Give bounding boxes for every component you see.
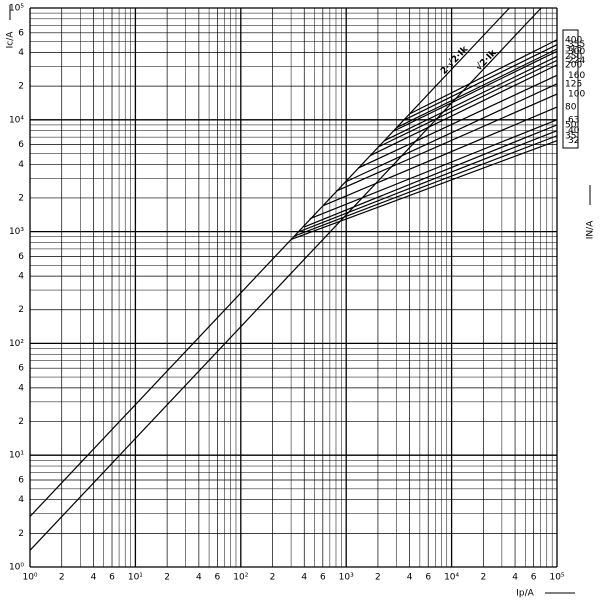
fuse-curve [396,48,558,129]
legend-label: 315 [565,44,582,54]
y-tick-label: 10⁰ [9,563,24,573]
fuse-curve [304,124,558,228]
y-tick-label: 4 [18,495,24,505]
legend-label: 125 [565,79,582,89]
y-tick-label: 2 [18,305,24,315]
x-tick-label: 6 [109,573,115,583]
legend-label: 80 [565,103,577,113]
legend-label: 50 [565,120,577,130]
y-tick-label: 6 [18,252,24,262]
fuse-curve [345,83,558,183]
legend-label: 300 [568,47,585,57]
y-tick-label: 10³ [9,227,24,237]
y-tick-label: 4 [18,160,24,170]
fuse-curve [297,130,558,233]
diagonal-label: 2·√2·Ik [439,43,472,77]
legend-label: 32 [568,136,579,146]
y-tick-label: 6 [18,140,24,150]
legend-box [562,29,579,149]
y-tick-label: 6 [18,364,24,374]
fuse-curve [403,44,558,121]
fuse-curve [393,50,558,132]
x-tick-label: 6 [215,573,221,583]
diagonal-line [29,7,542,551]
y-tick-label: 2 [18,193,24,203]
x-tick-label: 2 [270,573,276,583]
x-axis-label: Ip/A [516,589,534,599]
y-tick-label: 10⁴ [9,115,24,125]
fuse-curve [290,140,558,241]
x-tick-label: 2 [164,573,170,583]
legend-label: 35 [565,131,576,141]
x-tick-label: 10⁵ [549,573,564,583]
x-tick-label: 6 [531,573,537,583]
y-tick-label: 4 [18,383,24,393]
y-tick-label: 6 [18,476,24,486]
diagonal-line [29,7,510,517]
y-tick-label: 2 [18,417,24,427]
y-axis-label: Ic/A [6,31,16,49]
y-tick-label: 4 [18,48,24,58]
legend-label: 250 [565,52,582,62]
y-tick-label: 10¹ [9,451,24,461]
y-tick-label: 10² [9,339,24,349]
legend-label: 400 [565,35,582,45]
y2-axis-label: IN/A [586,220,596,239]
legend-label: 224 [568,56,585,66]
x-tick-label: 4 [407,573,413,583]
x-tick-label: 6 [320,573,326,583]
x-tick-label: 2 [59,573,65,583]
legend-label: 63 [568,115,579,125]
diagonal-label: √2·Ik [474,47,500,73]
fuse-curve [309,119,558,220]
fuse-curve [377,59,558,148]
fuse-curve [409,39,558,115]
x-tick-label: 10¹ [128,573,143,583]
x-tick-label: 10⁰ [22,573,37,583]
fuse-curve [384,55,558,142]
x-tick-label: 4 [512,573,518,583]
x-tick-label: 2 [375,573,381,583]
y-tick-label: 10⁵ [9,4,24,14]
y-tick-label: 4 [18,272,24,282]
y-tick-label: 6 [18,28,24,38]
x-tick-label: 2 [480,573,486,583]
x-tick-label: 6 [425,573,431,583]
x-tick-label: 4 [196,573,202,583]
x-tick-label: 4 [301,573,307,583]
x-tick-label: 10⁴ [444,573,459,583]
fuse-curve [357,74,558,169]
fuse-curve [335,93,558,192]
x-tick-label: 10³ [339,573,354,583]
x-tick-label: 4 [91,573,97,583]
legend-label: 40 [568,126,580,136]
legend-label: 355 [568,40,585,50]
y-tick-label: 2 [18,529,24,539]
y-tick-label: 2 [18,82,24,92]
fuse-curve [370,64,558,156]
legend-label: 100 [568,90,585,100]
x-tick-label: 10² [233,573,248,583]
legend-label: 200 [565,60,582,70]
legend-label: 160 [568,71,585,81]
fuse-curve [322,106,558,207]
fuse-curve [293,135,558,237]
